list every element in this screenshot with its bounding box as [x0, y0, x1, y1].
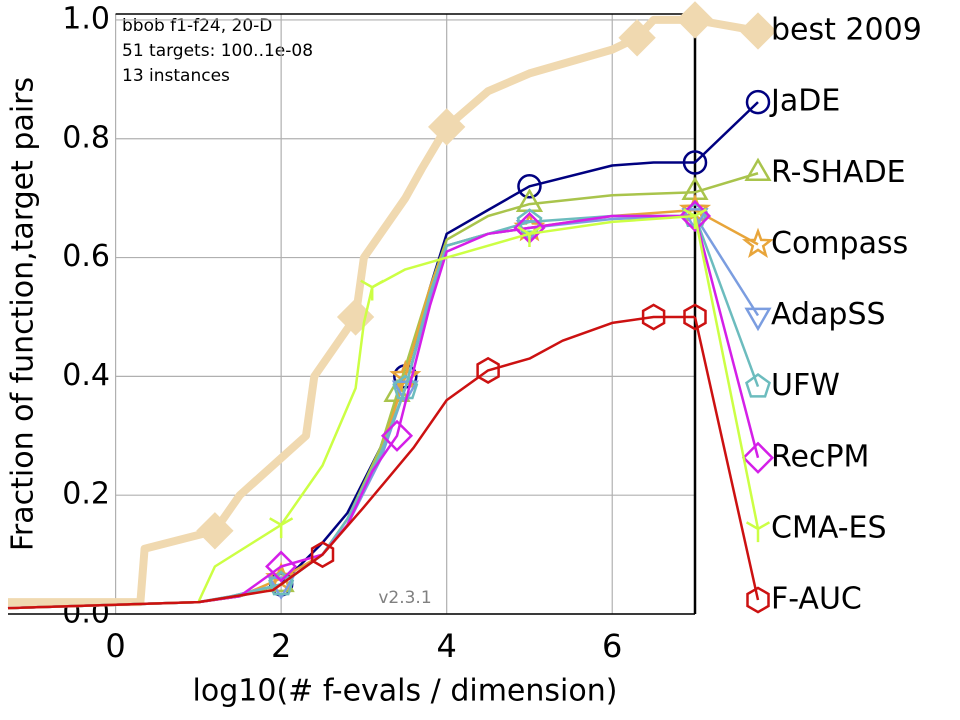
annotation: 13 instances — [122, 66, 230, 86]
series-line — [7, 208, 696, 610]
legend-label: F-AUC — [771, 582, 862, 617]
marker — [681, 208, 709, 232]
marker — [268, 570, 295, 596]
marker — [428, 108, 466, 146]
marker — [676, 1, 714, 39]
marker — [517, 226, 542, 248]
marker — [265, 550, 298, 583]
legend-label: AdapSS — [771, 297, 886, 332]
x-tick-label: 0 — [105, 627, 125, 665]
legend-label: best 2009 — [771, 13, 922, 48]
annotation: 51 targets: 100..1e-08 — [122, 41, 313, 61]
marker — [380, 419, 414, 452]
legend-marker — [739, 12, 777, 50]
marker — [641, 303, 666, 331]
series-line — [7, 214, 695, 610]
y-tick-label: 1.0 — [62, 1, 110, 36]
legend-connector — [694, 101, 759, 164]
series-line — [7, 214, 696, 610]
legend-marker — [746, 586, 770, 614]
marker — [269, 517, 294, 539]
x-tick-label: 4 — [437, 627, 457, 665]
version-label: v2.3.1 — [378, 588, 431, 608]
legend-connector — [693, 215, 760, 317]
annotation: bbob f1-f24, 20-D — [122, 16, 272, 36]
legend-marker — [744, 157, 772, 182]
marker — [618, 19, 656, 57]
y-axis-label: Fraction of function,target pairs — [6, 77, 41, 551]
marker — [310, 541, 335, 569]
y-tick-label: 0.6 — [62, 239, 110, 274]
legend-connector — [693, 215, 760, 530]
legend-connector — [693, 215, 760, 388]
y-tick-label: 0.8 — [62, 120, 110, 155]
legend-marker — [745, 89, 771, 115]
marker — [196, 512, 234, 550]
y-tick-label: 0.2 — [62, 477, 110, 512]
legend-connector — [693, 316, 760, 601]
x-tick-label: 6 — [602, 627, 622, 665]
marker — [683, 303, 707, 331]
legend-label: UFW — [771, 368, 840, 403]
legend-marker — [745, 372, 771, 398]
x-tick-label: 2 — [271, 627, 291, 665]
legend-marker — [745, 521, 771, 543]
marker — [682, 150, 708, 175]
series-line — [7, 214, 696, 610]
legend-marker — [741, 227, 775, 259]
legend-label: JaDE — [769, 84, 840, 119]
series-line — [7, 315, 695, 610]
legend-marker — [744, 307, 772, 332]
marker — [516, 208, 543, 233]
marker — [517, 174, 542, 199]
legend-label: R-SHADE — [771, 155, 906, 190]
marker — [360, 279, 385, 301]
y-tick-label: 0.4 — [62, 358, 110, 393]
series-line — [7, 214, 695, 610]
x-axis-label: log10(# f-evals / dimension) — [193, 674, 618, 709]
marker — [476, 356, 500, 384]
legend-label: RecPM — [771, 439, 869, 474]
legend-label: CMA-ES — [771, 510, 887, 545]
series-line — [7, 161, 695, 610]
legend-label: Compass — [771, 226, 908, 261]
legend-marker — [741, 441, 775, 474]
marker — [391, 380, 419, 405]
legend-connector — [693, 215, 760, 459]
